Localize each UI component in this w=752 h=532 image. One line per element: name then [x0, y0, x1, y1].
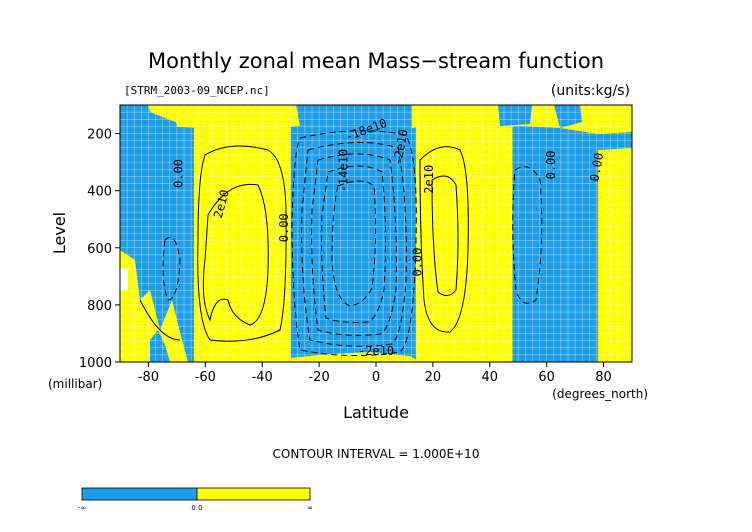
contour-label-10: 0.00 — [587, 152, 606, 183]
contour-lower-left — [139, 299, 181, 341]
x-tick-label: 40 — [482, 370, 499, 385]
contour-label-2: 0.00 — [277, 213, 291, 242]
x-tick-label: 80 — [595, 370, 612, 385]
contour-tropical-negative-4 — [321, 165, 387, 323]
colorbar-positive-segment — [197, 488, 310, 500]
contour-tropical-negative-1 — [291, 130, 417, 357]
chart-title: Monthly zonal mean Mass−stream function — [148, 49, 604, 73]
x-axis-label: Latitude — [343, 403, 409, 422]
y-axis-label: Level — [50, 212, 69, 254]
contour-label-5: -2e10 — [390, 128, 410, 166]
missing-data-patch — [120, 268, 128, 290]
colorbar: -∞ 0.0 ∞ — [78, 487, 313, 512]
y-tick-label: 200 — [87, 128, 112, 143]
colorbar-label-mid: 0.0 — [191, 504, 202, 512]
upper-left-negative-region — [120, 105, 178, 135]
y-tick-label: 600 — [87, 242, 112, 257]
lower-left-positive-region — [120, 250, 188, 362]
contour-left-positive-2 — [202, 183, 269, 326]
x-units-label: (degrees_north) — [552, 387, 648, 401]
contour-lines — [139, 130, 543, 357]
contour-interval-text: CONTOUR INTERVAL = 1.000E+10 — [273, 447, 480, 461]
upper-right-negative-region — [498, 105, 532, 126]
units-label: (units:kg/s) — [551, 83, 630, 99]
contour-label-9: 0.00 — [544, 151, 558, 180]
grid-lines — [120, 105, 632, 362]
lower-left-negative-patch — [150, 330, 170, 362]
y-units-label: (millibar) — [48, 377, 102, 391]
colorbar-frame — [81, 487, 311, 501]
contour-tropical-negative-2 — [301, 142, 407, 347]
x-tick-label: -80 — [138, 370, 159, 385]
contour-label-3: -14e10 — [337, 149, 351, 192]
contour-tropical-negative-5 — [331, 180, 377, 307]
contour-label-8: -2e10 — [358, 344, 394, 358]
x-tick-label: -20 — [308, 370, 329, 385]
contour-tropical-negative-3 — [311, 153, 397, 336]
colorbar-label-max: ∞ — [307, 504, 313, 512]
x-tick-label: 0 — [372, 370, 380, 385]
surface-positive-region — [290, 352, 420, 362]
contour-label-6: 0.00 — [411, 248, 425, 277]
contour-right-positive-2 — [431, 175, 459, 296]
colorbar-label-min: -∞ — [78, 504, 86, 512]
upper-middle-negative-region — [296, 105, 412, 128]
contour-right-negative — [512, 166, 543, 304]
x-ticks: -80 -60 -40 -20 0 20 40 60 80 — [138, 362, 612, 385]
y-tick-label: 400 — [87, 185, 112, 200]
x-tick-label: 60 — [538, 370, 555, 385]
contour-label-7: 2e10 — [422, 165, 436, 194]
colorbar-negative-segment — [82, 488, 197, 500]
contour-left-negative — [162, 237, 181, 301]
contour-right-positive-1 — [419, 146, 469, 333]
x-tick-label: -40 — [252, 370, 273, 385]
y-tick-label: 1000 — [79, 356, 112, 371]
file-label: [STRM_2003-09_NCEP.nc] — [124, 84, 270, 97]
y-ticks: 200 400 600 800 1000 — [79, 128, 120, 371]
x-tick-label: -60 — [195, 370, 216, 385]
y-tick-label: 800 — [87, 299, 112, 314]
contour-left-positive-1 — [197, 145, 287, 342]
x-tick-label: 20 — [425, 370, 442, 385]
contour-label-0: 0.00 — [172, 159, 186, 188]
